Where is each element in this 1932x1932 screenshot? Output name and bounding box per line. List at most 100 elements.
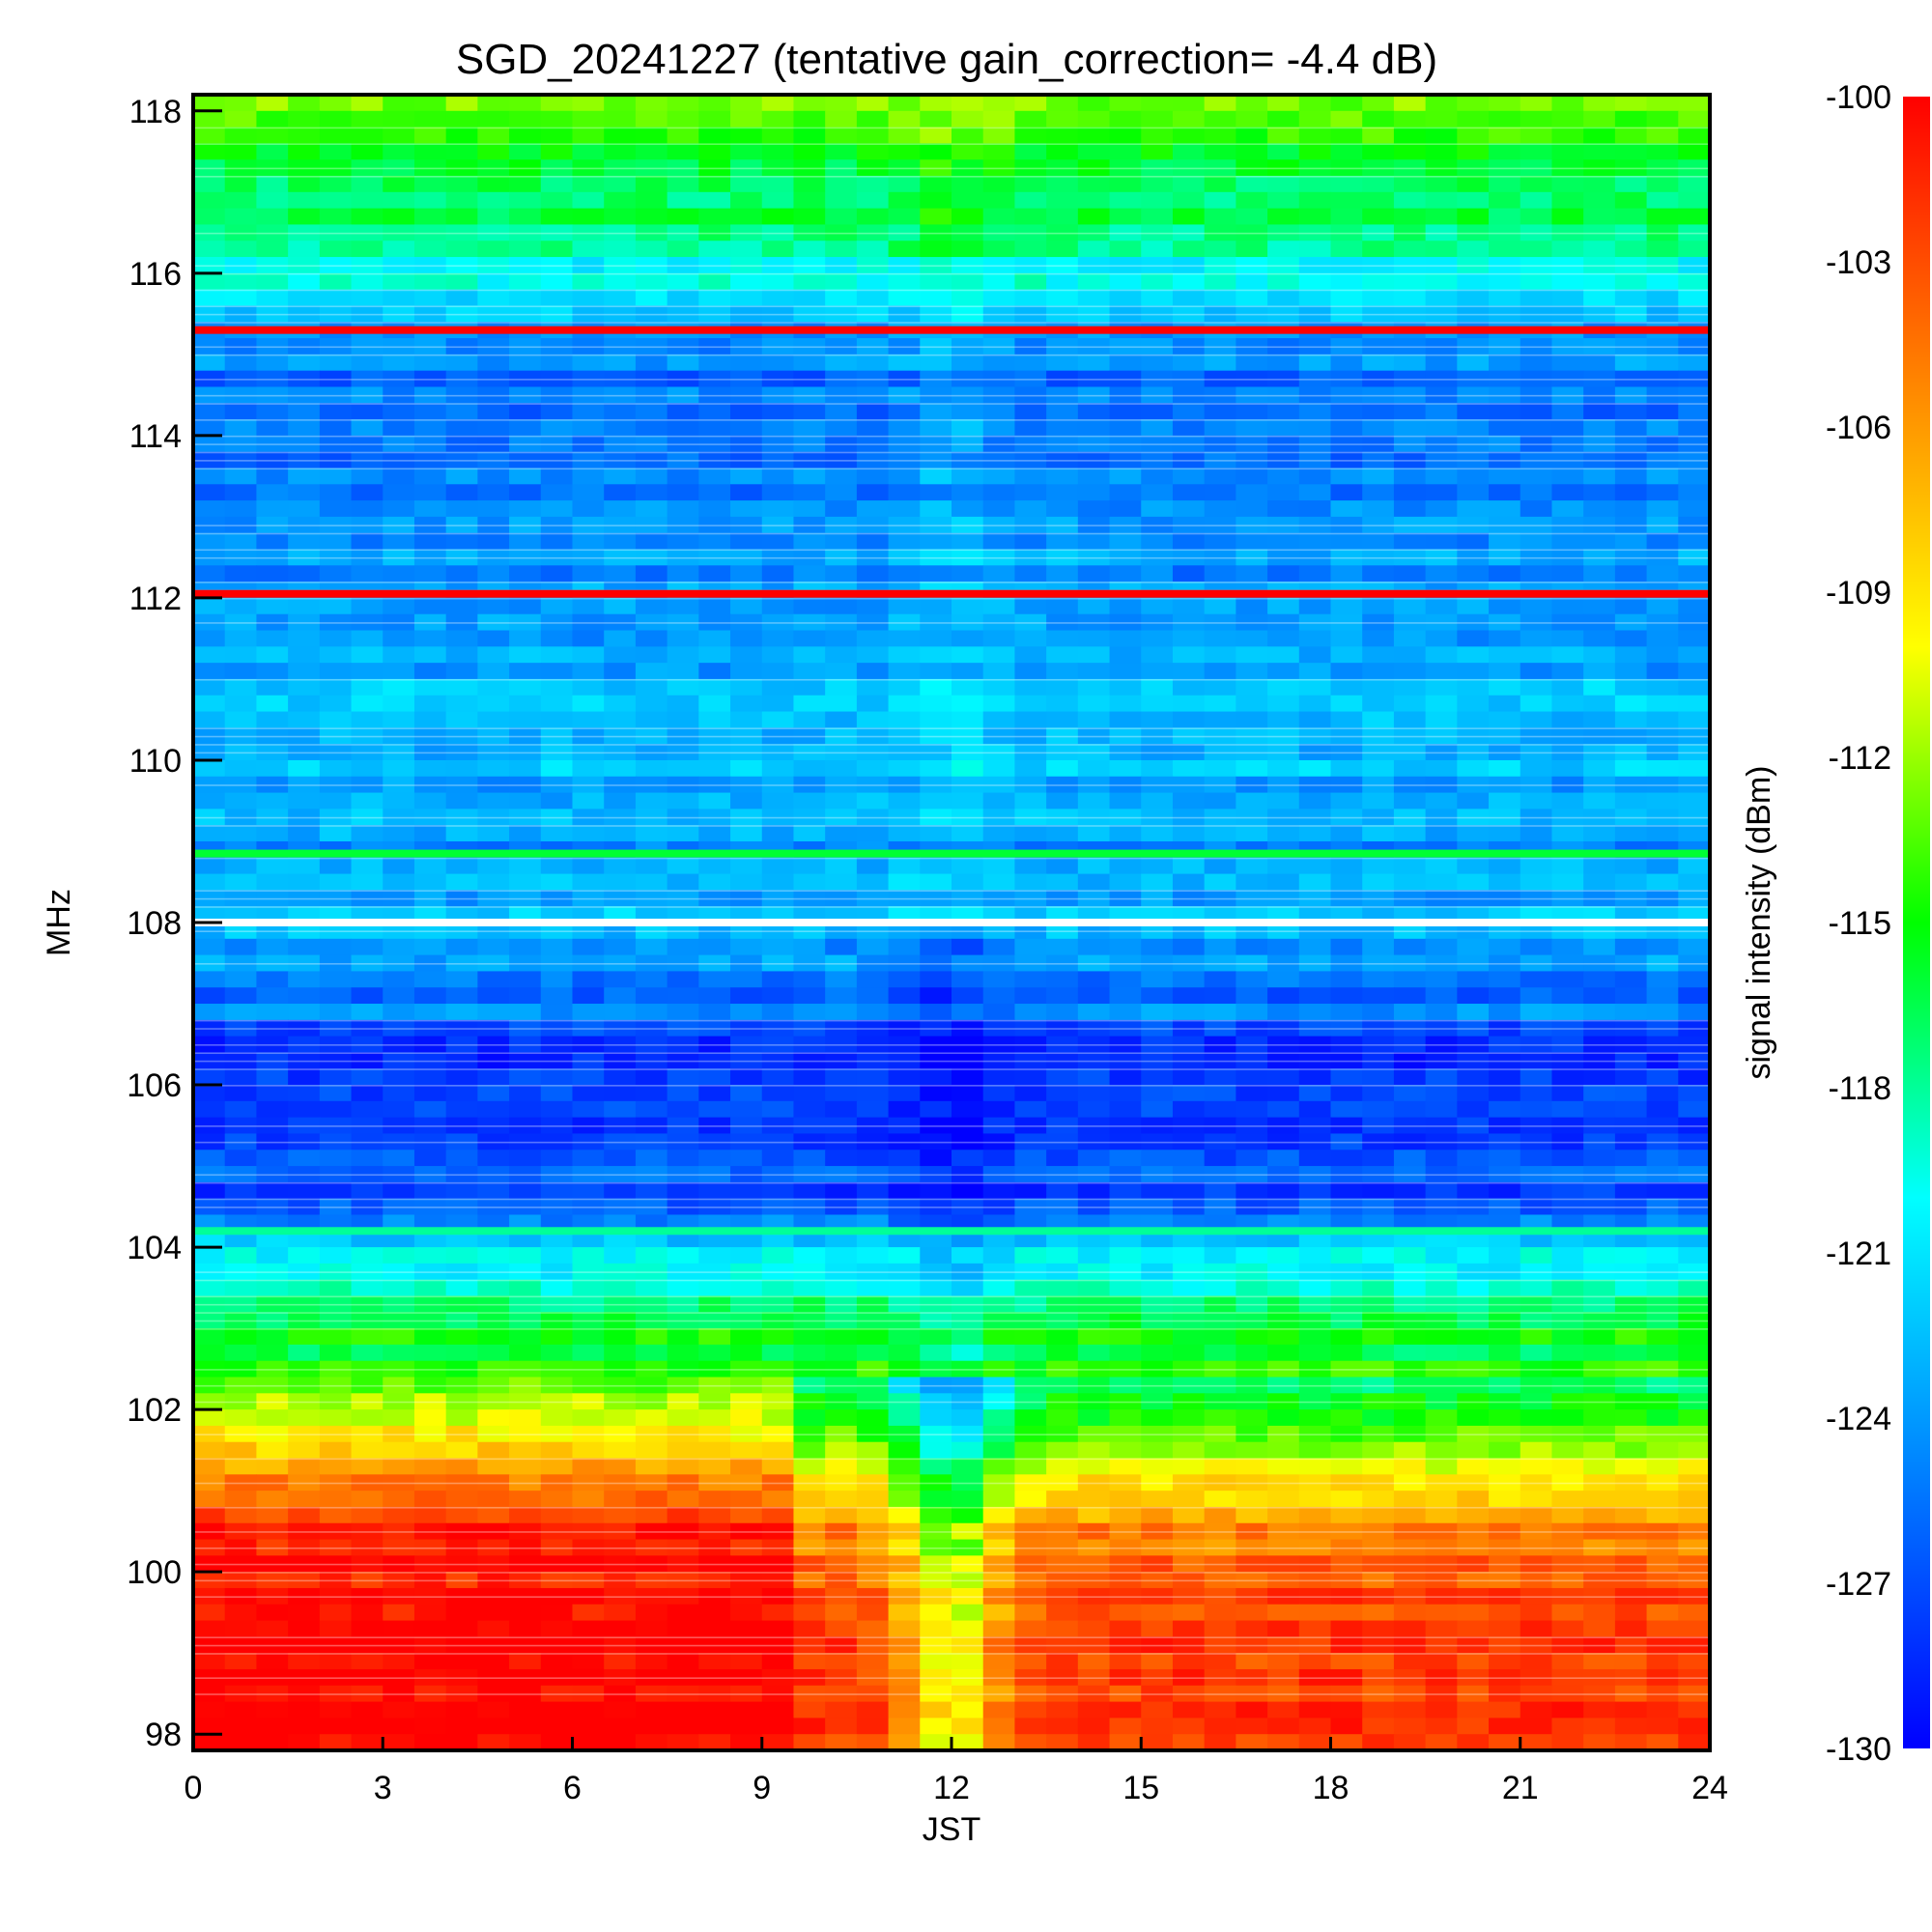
- heatmap-cell: [256, 468, 289, 485]
- heatmap-cell: [1077, 1718, 1111, 1735]
- heatmap-cell: [635, 1458, 668, 1475]
- heatmap-cell: [1298, 1539, 1332, 1556]
- heatmap-cell: [1362, 1377, 1395, 1394]
- heatmap-cell: [793, 1263, 826, 1281]
- heatmap-cell: [477, 1458, 510, 1475]
- heatmap-cell: [1489, 1004, 1521, 1021]
- heatmap-cell: [1298, 1425, 1332, 1443]
- heatmap-cell: [1330, 695, 1363, 713]
- heatmap-cell: [1109, 386, 1142, 404]
- heatmap-cell: [1014, 1587, 1047, 1605]
- heatmap-cell: [1172, 1734, 1206, 1751]
- heatmap-cell: [572, 1555, 605, 1573]
- heatmap-cell: [920, 1377, 952, 1394]
- heatmap-cell: [1330, 1441, 1363, 1460]
- heatmap-cell: [1614, 1474, 1648, 1492]
- channel-stripe: [193, 1653, 1710, 1655]
- heatmap-cell: [224, 516, 258, 534]
- heatmap-cell: [982, 95, 1016, 112]
- heatmap-cell: [888, 1425, 921, 1443]
- heatmap-cell: [224, 1653, 258, 1670]
- heatmap-cell: [1267, 289, 1300, 307]
- channel-stripe: [193, 1563, 1710, 1566]
- heatmap-cell: [920, 1701, 952, 1719]
- heatmap-cell: [193, 1150, 226, 1167]
- heatmap-cell: [224, 305, 258, 323]
- heatmap-cell: [477, 938, 510, 956]
- heatmap-cell: [319, 1393, 353, 1410]
- heatmap-cell: [319, 1587, 353, 1605]
- heatmap-cell: [477, 1377, 510, 1394]
- heatmap-cell: [1393, 1587, 1427, 1605]
- heatmap-cell: [793, 646, 826, 664]
- heatmap-cell: [288, 1181, 321, 1200]
- heatmap-cell: [1678, 1441, 1711, 1460]
- heatmap-cell: [351, 1100, 384, 1119]
- heatmap-cell: [888, 825, 921, 842]
- heatmap-cell: [256, 1263, 289, 1281]
- heatmap-cell: [193, 776, 226, 794]
- heatmap-cell: [383, 110, 415, 128]
- heatmap-cell: [1362, 95, 1395, 112]
- heatmap-cell: [667, 1198, 699, 1216]
- heatmap-cell: [572, 1701, 605, 1719]
- heatmap-cell: [730, 1150, 763, 1167]
- heatmap-cell: [193, 516, 226, 534]
- heatmap-cell: [982, 338, 1016, 355]
- heatmap-cell: [920, 1653, 952, 1670]
- heatmap-cell: [351, 1360, 384, 1378]
- heatmap-cell: [1489, 1393, 1521, 1410]
- heatmap-cell: [761, 987, 795, 1005]
- heatmap-cell: [1678, 1279, 1711, 1297]
- heatmap-cell: [351, 338, 384, 355]
- heatmap-cell: [1014, 1085, 1047, 1102]
- heatmap-cell: [1267, 825, 1300, 842]
- heatmap-cell: [793, 1377, 826, 1394]
- heatmap-cell: [1109, 191, 1142, 210]
- heatmap-cell: [982, 1198, 1016, 1216]
- heatmap-cell: [319, 711, 353, 728]
- heatmap-cell: [1457, 987, 1490, 1005]
- heatmap-cell: [288, 403, 321, 420]
- heatmap-cell: [1678, 516, 1711, 534]
- heatmap-cell: [1172, 1604, 1206, 1622]
- heatmap-cell: [540, 1019, 574, 1037]
- heatmap-cell: [1267, 971, 1300, 988]
- heatmap-cell: [1678, 1393, 1711, 1410]
- heatmap-cell: [1457, 241, 1490, 258]
- heatmap-cell: [445, 289, 478, 307]
- heatmap-cell: [1489, 1718, 1521, 1735]
- heatmap-cell: [1141, 451, 1174, 469]
- heatmap-cell: [1172, 923, 1206, 940]
- heatmap-cell: [1393, 224, 1427, 242]
- heatmap-cell: [1520, 1555, 1553, 1573]
- heatmap-cell: [635, 1506, 668, 1524]
- heatmap-cell: [288, 759, 321, 778]
- heatmap-cell: [383, 1181, 415, 1200]
- heatmap-cell: [1141, 711, 1174, 728]
- heatmap-cell: [1457, 1701, 1490, 1719]
- heatmap-cell: [1330, 1166, 1363, 1183]
- heatmap-cell: [1489, 1636, 1521, 1654]
- heatmap-cell: [1267, 695, 1300, 713]
- heatmap-cell: [1298, 890, 1332, 907]
- heatmap-cell: [952, 727, 984, 745]
- heatmap-cell: [1614, 127, 1648, 145]
- heatmap-cell: [825, 809, 858, 826]
- heatmap-cell: [1393, 1247, 1427, 1264]
- heatmap-cell: [1077, 176, 1111, 193]
- heatmap-cell: [793, 890, 826, 907]
- heatmap-cell: [1236, 711, 1268, 728]
- heatmap-cell: [1583, 1263, 1616, 1281]
- heatmap-cell: [635, 191, 668, 210]
- heatmap-cell: [288, 1668, 321, 1687]
- heatmap-cell: [1204, 923, 1236, 940]
- heatmap-cell: [445, 1181, 478, 1200]
- heatmap-cell: [1362, 792, 1395, 810]
- heatmap-cell: [1046, 1604, 1079, 1622]
- heatmap-cell: [1520, 549, 1553, 566]
- heatmap-cell: [1393, 1312, 1427, 1329]
- heatmap-cell: [351, 1636, 384, 1654]
- heatmap-cell: [1678, 1653, 1711, 1670]
- heatmap-cell: [1646, 1425, 1679, 1443]
